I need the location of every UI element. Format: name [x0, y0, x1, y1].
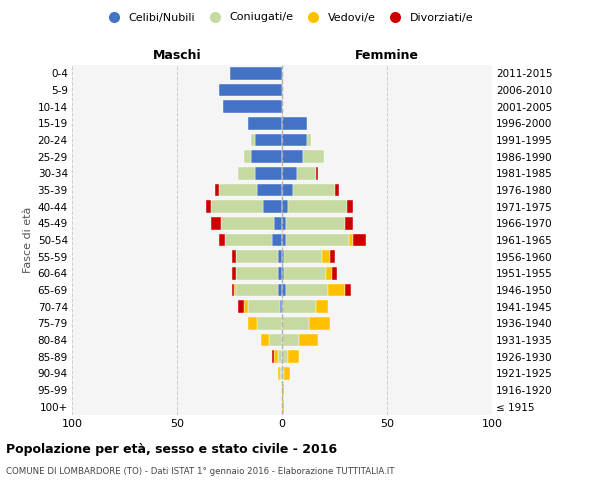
Y-axis label: Fasce di età: Fasce di età — [23, 207, 34, 273]
Bar — [274, 217, 282, 230]
Bar — [261, 334, 269, 346]
Bar — [326, 267, 332, 280]
Bar — [335, 184, 338, 196]
Bar — [232, 250, 236, 263]
Bar — [211, 217, 221, 230]
Bar — [282, 267, 284, 280]
Bar — [289, 200, 347, 213]
Text: Popolazione per età, sesso e stato civile - 2016: Popolazione per età, sesso e stato civil… — [6, 442, 337, 456]
Bar — [221, 217, 274, 230]
Bar — [345, 284, 352, 296]
Bar — [282, 367, 284, 380]
Bar — [284, 267, 326, 280]
Bar — [278, 284, 282, 296]
Bar — [251, 134, 254, 146]
Bar — [257, 317, 282, 330]
Text: COMUNE DI LOMBARDORE (TO) - Dati ISTAT 1° gennaio 2016 - Elaborazione TUTTITALIA: COMUNE DI LOMBARDORE (TO) - Dati ISTAT 1… — [6, 468, 395, 476]
Bar — [215, 184, 219, 196]
Bar — [316, 167, 318, 179]
Bar — [310, 317, 331, 330]
Bar — [282, 217, 286, 230]
Bar — [328, 284, 345, 296]
Bar — [349, 234, 353, 246]
Bar — [244, 150, 251, 163]
Bar — [303, 150, 324, 163]
Bar — [353, 234, 366, 246]
Bar — [271, 350, 274, 363]
Bar — [282, 167, 296, 179]
Bar — [248, 117, 282, 130]
Bar — [244, 300, 248, 313]
Bar — [316, 300, 328, 313]
Bar — [282, 400, 284, 413]
Bar — [278, 267, 282, 280]
Bar — [345, 217, 353, 230]
Bar — [223, 100, 282, 113]
Bar — [219, 84, 282, 96]
Bar — [219, 234, 226, 246]
Bar — [271, 234, 282, 246]
Bar — [269, 334, 282, 346]
Bar — [238, 300, 244, 313]
Bar — [286, 234, 349, 246]
Bar — [257, 184, 282, 196]
Bar — [282, 184, 293, 196]
Bar — [236, 284, 278, 296]
Bar — [282, 334, 299, 346]
Bar — [293, 184, 335, 196]
Bar — [286, 217, 345, 230]
Bar — [254, 134, 282, 146]
Bar — [232, 267, 236, 280]
Text: Femmine: Femmine — [355, 48, 419, 62]
Bar — [286, 284, 328, 296]
Bar — [332, 267, 337, 280]
Bar — [274, 350, 278, 363]
Bar — [331, 250, 335, 263]
Bar — [211, 200, 263, 213]
Bar — [254, 167, 282, 179]
Bar — [263, 200, 282, 213]
Bar — [282, 200, 289, 213]
Bar — [282, 384, 284, 396]
Bar — [248, 317, 257, 330]
Bar — [219, 184, 257, 196]
Bar — [232, 284, 234, 296]
Bar — [282, 134, 307, 146]
Bar — [236, 250, 278, 263]
Legend: Celibi/Nubili, Coniugati/e, Vedovi/e, Divorziati/e: Celibi/Nubili, Coniugati/e, Vedovi/e, Di… — [98, 8, 478, 27]
Bar — [282, 317, 310, 330]
Bar — [234, 284, 236, 296]
Bar — [299, 334, 318, 346]
Bar — [282, 117, 307, 130]
Bar — [289, 350, 299, 363]
Bar — [322, 250, 330, 263]
Bar — [282, 250, 284, 263]
Bar — [284, 250, 322, 263]
Bar — [347, 200, 353, 213]
Bar — [229, 67, 282, 80]
Bar — [307, 134, 311, 146]
Bar — [238, 167, 254, 179]
Bar — [206, 200, 211, 213]
Bar — [284, 367, 290, 380]
Bar — [251, 150, 282, 163]
Bar — [296, 167, 316, 179]
Text: Maschi: Maschi — [152, 48, 202, 62]
Bar — [278, 350, 282, 363]
Bar — [282, 284, 286, 296]
Bar — [278, 250, 282, 263]
Bar — [236, 267, 278, 280]
Bar — [278, 367, 280, 380]
Bar — [282, 350, 289, 363]
Bar — [248, 300, 280, 313]
Bar — [282, 150, 303, 163]
Bar — [280, 300, 282, 313]
Bar — [282, 300, 316, 313]
Bar — [280, 367, 282, 380]
Bar — [282, 234, 286, 246]
Bar — [226, 234, 271, 246]
